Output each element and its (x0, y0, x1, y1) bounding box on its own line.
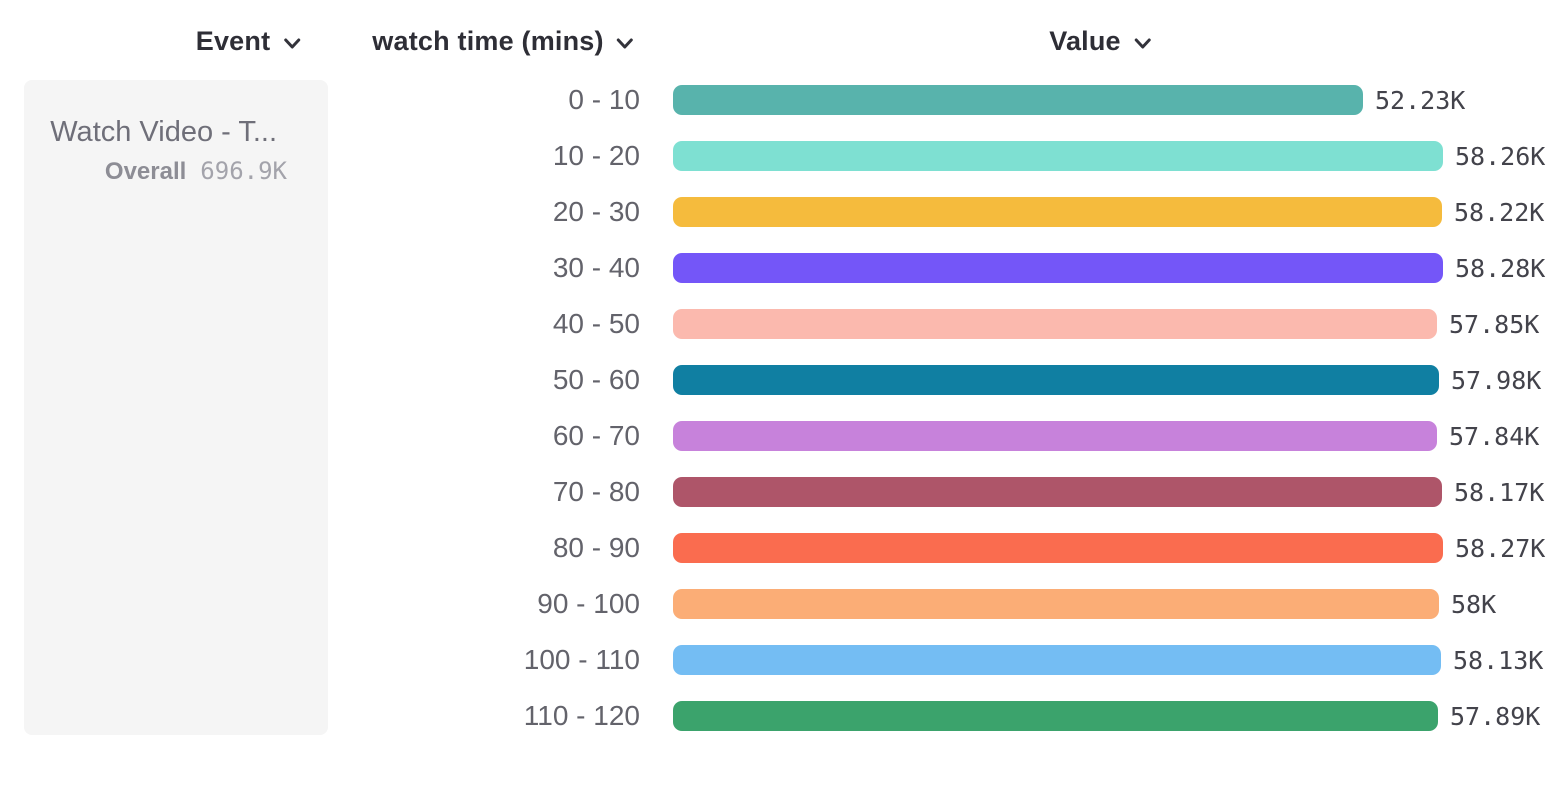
bar[interactable] (673, 309, 1437, 339)
overall-value: 696.9K (200, 157, 287, 185)
bar-value: 58.28K (1455, 253, 1546, 283)
bar-value: 58.26K (1455, 141, 1546, 171)
bar-chart: 0 - 10 52.23K 10 - 20 58.26K 20 - 30 58.… (0, 72, 1568, 744)
bar-value: 57.84K (1449, 421, 1540, 451)
breakdown-column-dropdown[interactable]: watch time (mins) (372, 26, 634, 57)
bucket-label: 40 - 50 (552, 308, 640, 339)
bar-value: 57.85K (1449, 309, 1540, 339)
bar[interactable] (673, 253, 1443, 283)
bar[interactable] (673, 141, 1443, 171)
value-column-dropdown[interactable]: Value (1049, 26, 1151, 57)
chart-row: 70 - 80 58.17K (0, 464, 1568, 520)
chart-row: 110 - 120 57.89K (0, 688, 1568, 744)
bar[interactable] (673, 533, 1443, 563)
breakdown-column-label: watch time (mins) (372, 26, 604, 56)
chart-row: 90 - 100 58K (0, 576, 1568, 632)
bucket-label: 10 - 20 (552, 140, 640, 171)
bar[interactable] (673, 589, 1439, 619)
overall-label: Overall (104, 158, 187, 185)
chevron-down-icon (1134, 38, 1151, 48)
chart-row: 10 - 20 58.26K (0, 128, 1568, 184)
bar-value: 52.23K (1375, 85, 1466, 115)
chart-row: 0 - 10 52.23K (0, 72, 1568, 128)
bar-value: 58.27K (1455, 533, 1546, 563)
bar-value: 58.17K (1454, 477, 1545, 507)
chart-row: 20 - 30 58.22K (0, 184, 1568, 240)
bar[interactable] (673, 421, 1437, 451)
bucket-label: 110 - 120 (523, 700, 640, 731)
bar[interactable] (673, 701, 1438, 731)
bucket-label: 50 - 60 (552, 364, 640, 395)
chart-row: 80 - 90 58.27K (0, 520, 1568, 576)
chart-row: 30 - 40 58.28K (0, 240, 1568, 296)
bar-value: 58.13K (1453, 645, 1544, 675)
bar[interactable] (673, 365, 1439, 395)
event-overall-row: Overall 696.9K (24, 157, 328, 186)
bar[interactable] (673, 85, 1363, 115)
chevron-down-icon (283, 38, 300, 48)
chart-row: 100 - 110 58.13K (0, 632, 1568, 688)
bar[interactable] (673, 197, 1442, 227)
bucket-label: 60 - 70 (552, 420, 640, 451)
bucket-label: 0 - 10 (568, 84, 640, 115)
chart-row: 40 - 50 57.85K (0, 296, 1568, 352)
chart-row: 50 - 60 57.98K (0, 352, 1568, 408)
bucket-label: 100 - 110 (523, 644, 640, 675)
event-summary-panel[interactable]: Watch Video - T... Overall 696.9K (24, 80, 328, 735)
bucket-label: 20 - 30 (552, 196, 640, 227)
event-name: Watch Video - T... (50, 116, 277, 148)
bucket-label: 30 - 40 (552, 252, 640, 283)
bar-value: 57.89K (1450, 701, 1541, 731)
event-column-dropdown[interactable]: Event (196, 26, 301, 57)
bar[interactable] (673, 477, 1442, 507)
bucket-label: 80 - 90 (552, 532, 640, 563)
value-column-label: Value (1049, 26, 1121, 56)
bar-value: 57.98K (1451, 365, 1542, 395)
event-column-label: Event (195, 26, 271, 56)
bar-value: 58K (1451, 589, 1497, 619)
bucket-label: 90 - 100 (537, 588, 640, 619)
bucket-label: 70 - 80 (552, 476, 640, 507)
bar-value: 58.22K (1454, 197, 1545, 227)
chevron-down-icon (617, 38, 634, 48)
bar[interactable] (673, 645, 1441, 675)
chart-row: 60 - 70 57.84K (0, 408, 1568, 464)
